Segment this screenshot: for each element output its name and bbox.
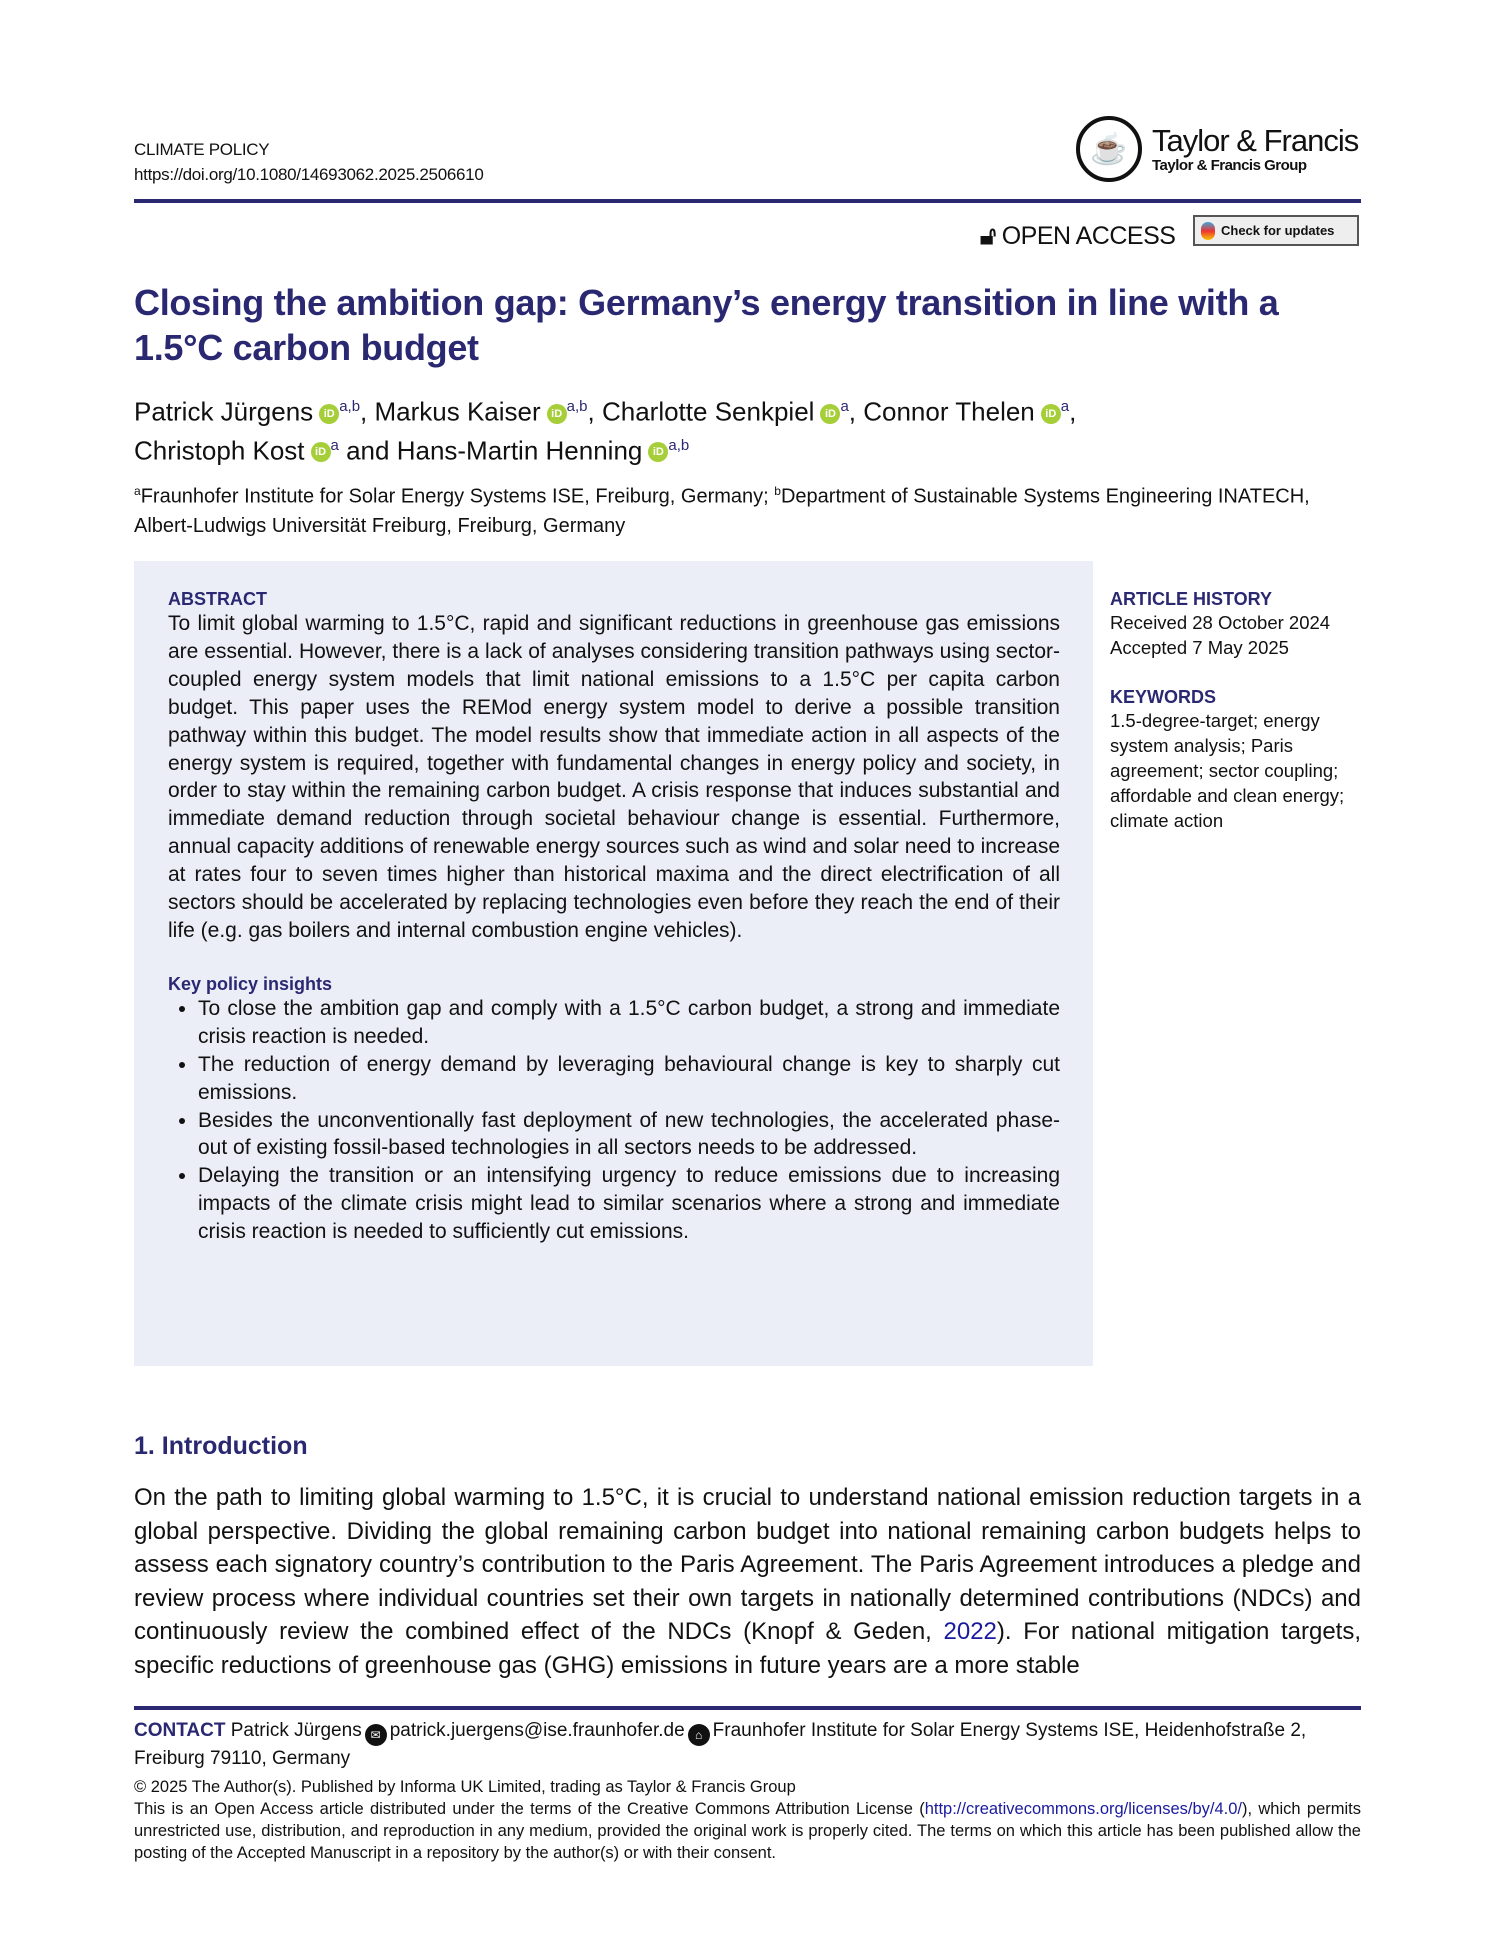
header-rule [134,199,1361,203]
publisher-logo: ☕ Taylor & Francis Taylor & Francis Grou… [1076,116,1359,182]
history-heading: ARTICLE HISTORY [1110,589,1273,609]
insight-item: To close the ambition gap and comply wit… [198,995,1060,1051]
affiliation-mark: a [840,398,849,415]
license-link[interactable]: http://creativecommons.org/licenses/by/4… [924,1800,1242,1818]
address-icon: ⌂ [687,1724,710,1746]
license-part: This is an Open Access article distribut… [134,1800,925,1818]
intro-text: On the path to limiting global warming t… [134,1484,1361,1645]
orcid-icon[interactable]: iD [319,403,340,424]
insights-heading: Key policy insights [168,973,333,994]
contact-name: Patrick Jürgens [230,1720,362,1741]
address: Fraunhofer Institute for Solar Energy Sy… [134,1720,1307,1769]
insight-item: Besides the unconventionally fast deploy… [198,1107,1060,1163]
separator: and [338,435,397,466]
article-title: Closing the ambition gap: Germany’s ener… [134,280,1364,370]
insight-item: Delaying the transition or an intensifyi… [198,1162,1060,1246]
email-icon: ✉ [364,1724,387,1746]
license-text: This is an Open Access article distribut… [134,1798,1361,1864]
separator: , [1069,396,1077,427]
affiliation-mark: a,b [566,398,588,415]
separator: , [587,396,602,427]
orcid-icon[interactable]: iD [310,442,331,463]
orcid-icon[interactable]: iD [546,403,567,424]
affiliation-mark: a [134,484,141,498]
title-line: 1.5°C carbon budget [134,327,479,368]
check-for-updates-button[interactable]: Check for updates [1193,215,1359,246]
abstract-box [134,561,1093,1366]
publisher-name: Taylor & Francis [1152,122,1359,158]
crossmark-icon [1201,221,1215,240]
author: Christoph Kost [134,435,305,466]
check-updates-label: Check for updates [1221,223,1335,238]
affiliation-mark: a [1060,398,1070,415]
abstract-text: To limit global warming to 1.5°C, rapid … [168,612,1060,942]
insight-item: The reduction of energy demand by levera… [198,1051,1060,1107]
contact-info: CONTACT Patrick Jürgens ✉ patrick.juergens… [134,1718,1361,1772]
affiliation-mark: a [330,436,339,454]
affiliation-mark: b [774,484,781,498]
affiliations: aFraunhofer Institute for Solar Energy S… [134,477,1364,541]
doi-link[interactable]: https://doi.org/10.1080/14693062.2025.25… [134,165,484,184]
footer-rule [134,1706,1361,1710]
keywords-heading: KEYWORDS [1110,687,1217,707]
copyright: © 2025 The Author(s). Published by Infor… [134,1778,796,1796]
copyright-notice: © 2025 The Author(s). Published by Infor… [134,1776,1361,1864]
teapot-lamp-icon: ☕ [1076,116,1142,182]
affiliation-mark: a,b [668,436,690,454]
abstract: ABSTRACT To limit global warming to 1.5°… [168,588,1060,1246]
open-access-badge: 🔓︎ OPEN ACCESS [980,222,1176,251]
received-date: Received 28 October 2024 [1110,612,1331,633]
author: Charlotte Senkpiel [601,396,815,427]
orcid-icon[interactable]: iD [648,442,669,463]
author: Connor Thelen [863,396,1035,427]
license-part: ), which permits unrestricted use, distr… [134,1800,1361,1862]
title-line: Closing the ambition gap: Germany’s ener… [134,282,1279,323]
insights-list: To close the ambition gap and comply wit… [168,995,1060,1246]
article-sidebar: ARTICLE HISTORY Received 28 October 2024… [1110,588,1365,833]
contact-label: CONTACT [134,1720,226,1741]
author: Hans-Martin Henning [396,435,643,466]
separator: , [360,396,375,427]
email-link[interactable]: patrick.juergens@ise.fraunhofer.de [389,1720,685,1741]
publisher-group: Taylor & Francis Group [1152,156,1307,174]
affiliation-mark: a,b [339,398,361,415]
intro-text: ). For national mitigation targets, spec… [134,1618,1361,1679]
author: Patrick Jürgens [134,396,314,427]
affiliation-a: Fraunhofer Institute for Solar Energy Sy… [140,485,775,508]
orcid-icon[interactable]: iD [820,403,841,424]
journal-name: CLIMATE POLICY [134,140,270,159]
author: Markus Kaiser [374,396,541,427]
separator: , [848,396,864,427]
section-heading: 1. Introduction [134,1432,308,1460]
keywords: 1.5-degree-target; energy system analysi… [1110,710,1345,831]
open-lock-icon: 🔓︎ [980,222,996,250]
intro-paragraph: On the path to limiting global warming t… [134,1481,1361,1682]
open-access-label: OPEN ACCESS [1001,222,1176,250]
citation-link[interactable]: 2022 [943,1618,997,1645]
orcid-icon[interactable]: iD [1040,403,1061,424]
affiliation-b: Department of Sustainable Systems Engine… [134,485,1310,537]
author-list: Patrick Jürgens iD a,b, Markus Kaiser iD a,b… [134,390,1364,467]
accepted-date: Accepted 7 May 2025 [1110,637,1289,658]
abstract-heading: ABSTRACT [168,589,267,609]
